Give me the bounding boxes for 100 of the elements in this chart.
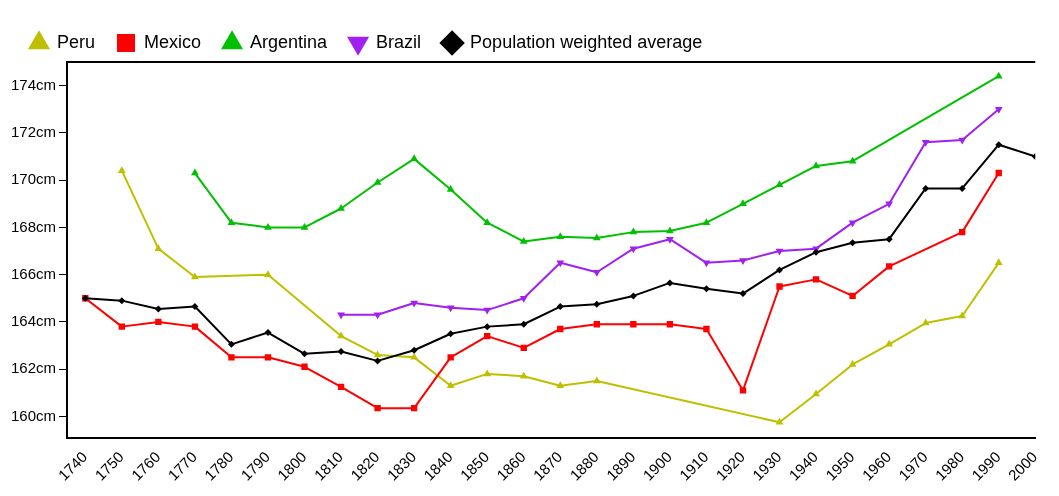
point <box>775 180 784 188</box>
point <box>191 272 199 280</box>
point <box>447 354 454 361</box>
point <box>703 325 710 333</box>
point <box>739 199 747 207</box>
point <box>337 383 345 391</box>
point <box>446 185 455 192</box>
point <box>228 354 235 361</box>
point <box>958 311 967 319</box>
legend-label: Mexico <box>144 31 202 52</box>
legend-label: Argentina <box>250 31 329 52</box>
point <box>702 285 710 293</box>
point <box>264 329 272 337</box>
legend-label: Brazil <box>376 31 422 52</box>
point <box>483 218 492 225</box>
point <box>410 404 418 412</box>
point <box>447 330 455 338</box>
point <box>775 248 784 256</box>
y-tick-label: 168cm <box>10 217 57 235</box>
point <box>739 290 747 298</box>
point <box>300 222 309 230</box>
point <box>812 276 820 283</box>
point <box>410 154 419 162</box>
point <box>702 218 711 225</box>
point <box>994 258 1003 266</box>
y-tick-label: 172cm <box>10 123 57 141</box>
legend-label: Population weighted average <box>470 31 703 52</box>
point <box>374 357 382 365</box>
point <box>191 303 199 311</box>
point <box>556 232 565 240</box>
point <box>373 178 382 185</box>
point <box>446 305 455 313</box>
point <box>374 404 381 412</box>
legend-label: Peru <box>57 31 96 52</box>
point <box>812 389 820 397</box>
point <box>885 339 894 347</box>
point <box>776 283 783 290</box>
y-tick-label: 170cm <box>10 170 57 188</box>
y-tick-label: 174cm <box>10 75 57 93</box>
point <box>812 161 820 169</box>
point <box>776 266 784 274</box>
point <box>848 359 857 367</box>
point <box>118 297 126 305</box>
point <box>301 350 309 358</box>
point <box>666 226 674 234</box>
point <box>592 270 601 277</box>
point <box>994 107 1003 114</box>
point <box>556 381 565 388</box>
point <box>629 292 637 300</box>
point <box>227 340 235 348</box>
point <box>191 323 199 330</box>
point <box>593 300 601 308</box>
point <box>519 237 528 244</box>
point <box>227 218 236 225</box>
point <box>666 279 674 287</box>
point <box>483 307 492 315</box>
point <box>739 387 747 394</box>
point <box>154 305 162 313</box>
point <box>301 363 308 370</box>
point <box>775 417 784 425</box>
point <box>848 220 857 228</box>
point <box>885 235 893 243</box>
point <box>155 318 162 326</box>
point <box>410 352 419 360</box>
y-tick-label: 160cm <box>10 406 57 424</box>
y-tick-label: 164cm <box>10 312 57 330</box>
point <box>337 203 345 211</box>
point <box>264 270 272 277</box>
point <box>118 323 126 330</box>
point <box>592 376 601 384</box>
y-tick-label: 166cm <box>10 264 57 282</box>
point <box>520 320 528 328</box>
point <box>739 258 747 265</box>
point <box>629 246 638 254</box>
point <box>958 184 966 192</box>
point <box>483 323 491 331</box>
point <box>922 184 930 192</box>
point <box>191 168 199 176</box>
point <box>337 347 345 355</box>
point <box>885 263 893 270</box>
point <box>958 137 967 145</box>
point <box>264 354 272 361</box>
point <box>410 300 419 308</box>
point <box>849 239 857 247</box>
point <box>483 369 492 377</box>
point <box>849 292 856 300</box>
point <box>630 321 637 328</box>
point <box>373 350 382 358</box>
point <box>666 236 674 244</box>
point <box>154 244 163 251</box>
point <box>410 346 418 354</box>
point <box>519 296 528 303</box>
point <box>921 140 930 147</box>
point <box>264 222 272 230</box>
y-tick-label: 162cm <box>10 359 57 377</box>
point <box>995 141 1003 149</box>
point <box>592 233 601 241</box>
point <box>556 303 564 311</box>
point <box>446 381 455 388</box>
point <box>117 166 126 173</box>
